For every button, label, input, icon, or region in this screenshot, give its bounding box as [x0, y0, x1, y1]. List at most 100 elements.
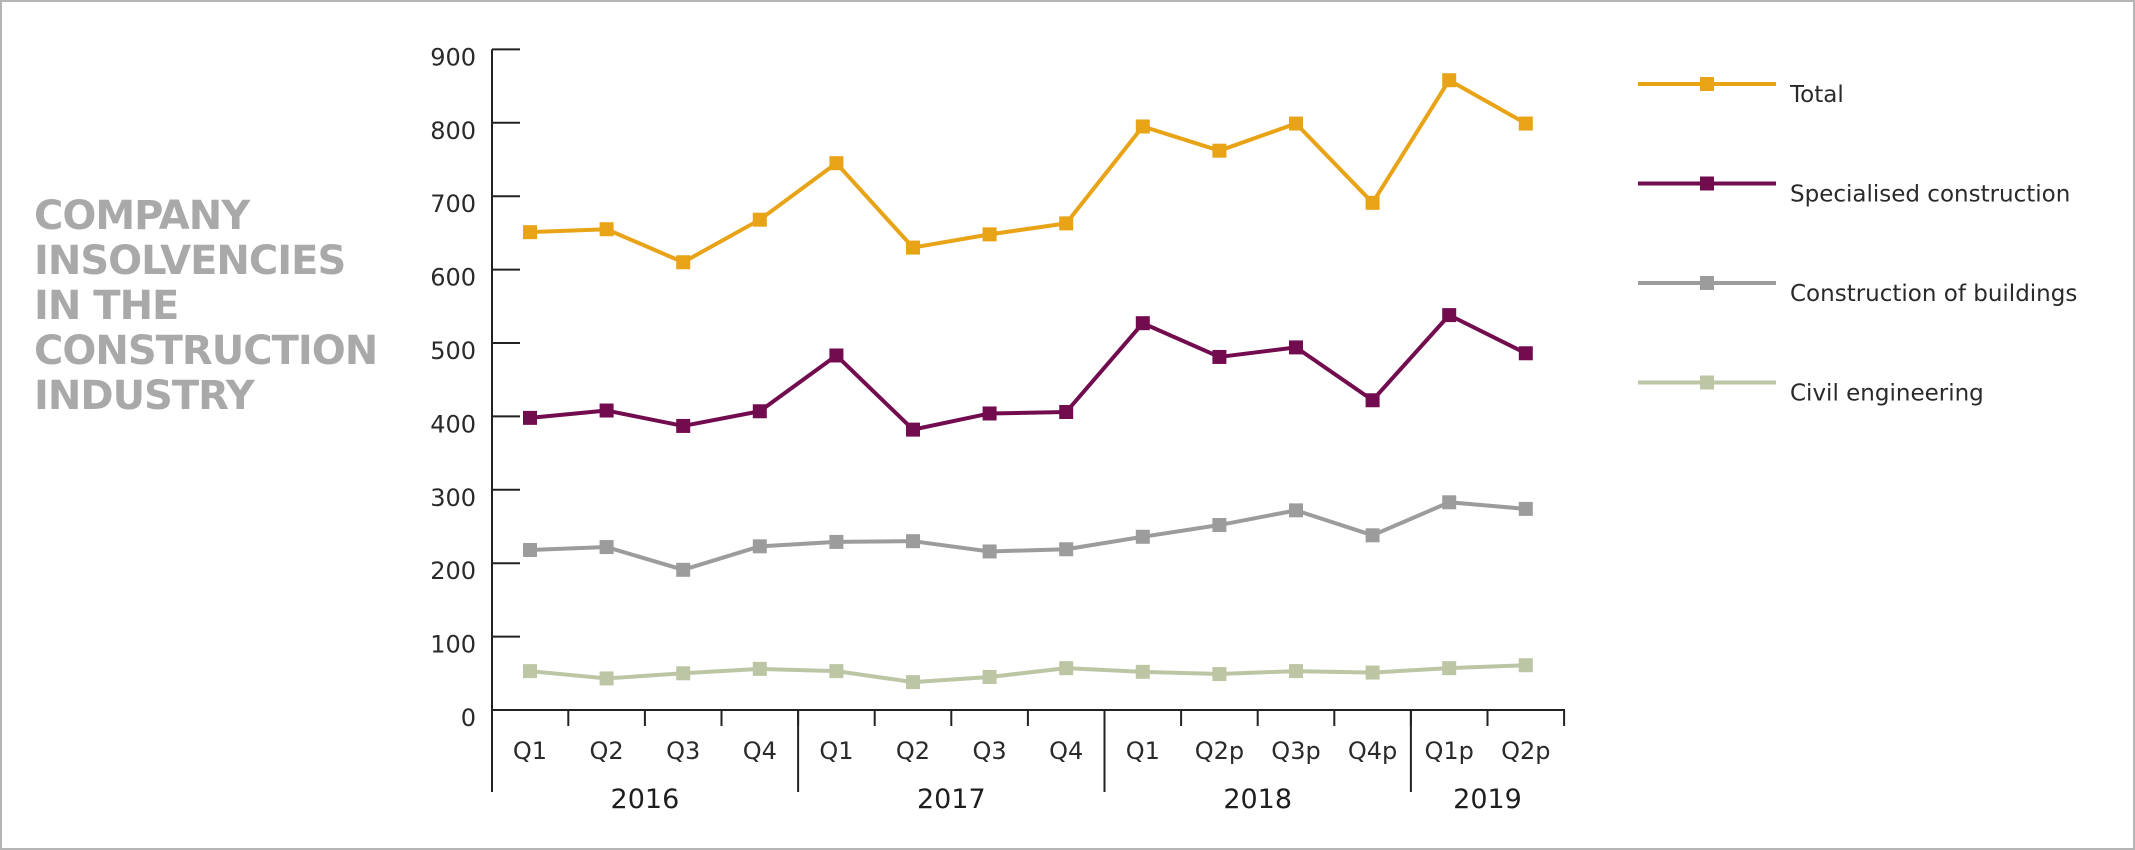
x-tick-label: Q1p [1424, 737, 1473, 765]
data-point [1059, 542, 1074, 557]
legend-marker [1700, 176, 1714, 191]
series-line [529, 78, 1527, 265]
data-point [676, 666, 691, 681]
data-point [1365, 665, 1380, 680]
y-tick-label: 800 [430, 117, 476, 145]
data-point [676, 562, 691, 577]
data-point [1289, 340, 1303, 355]
data-point [982, 227, 997, 242]
x-tick-label: Q3 [666, 737, 700, 765]
legend-marker [1700, 77, 1714, 91]
y-tick-label: 900 [430, 43, 476, 71]
data-point [752, 212, 767, 227]
data-point [982, 544, 997, 559]
x-tick-label: Q1 [1126, 737, 1160, 765]
series-line [529, 500, 1526, 572]
x-tick-label: Q2p [1501, 737, 1550, 765]
data-point [1518, 116, 1533, 131]
data-point [752, 661, 767, 676]
data-point [829, 348, 844, 363]
x-tick-label: Q1 [819, 737, 853, 765]
data-point [1365, 528, 1380, 543]
data-point [1212, 518, 1227, 533]
legend-label: Construction of buildings [1790, 281, 2077, 307]
data-point [1289, 116, 1303, 131]
legend-marker [1700, 375, 1714, 390]
y-tick-label: 600 [430, 264, 476, 292]
data-point [599, 671, 614, 686]
x-tick-label: Q2 [590, 737, 624, 765]
year-label: 2017 [917, 784, 986, 815]
x-tick-label: Q3p [1271, 737, 1320, 765]
data-point [1518, 346, 1533, 361]
data-point [906, 534, 920, 549]
data-point [1365, 393, 1380, 408]
data-point [906, 240, 920, 255]
data-point [829, 534, 844, 549]
data-point [1212, 349, 1227, 364]
data-point [599, 540, 614, 555]
data-point [1518, 658, 1533, 673]
data-point [523, 664, 537, 679]
x-tick-label: Q4 [1049, 737, 1083, 765]
series-line [529, 663, 1526, 685]
data-point [1289, 503, 1303, 518]
data-point [1212, 667, 1227, 682]
data-point [676, 418, 691, 433]
data-point [906, 422, 920, 437]
x-tick-label: Q3 [973, 737, 1007, 765]
data-point [1059, 216, 1074, 231]
data-point [1059, 404, 1074, 419]
x-tick-label: Q4 [743, 737, 777, 765]
data-point [523, 225, 537, 240]
data-point [1518, 501, 1533, 516]
data-point [906, 675, 920, 690]
y-tick-label: 700 [430, 190, 476, 218]
legend-marker [1700, 276, 1714, 290]
data-point [1135, 664, 1150, 679]
data-point [1442, 661, 1457, 676]
y-tick-label: 300 [430, 484, 476, 512]
y-tick-label: 400 [430, 410, 476, 438]
data-point [752, 539, 767, 554]
data-point [599, 403, 614, 418]
data-point [676, 255, 691, 270]
year-label: 2019 [1453, 784, 1522, 815]
data-point [1212, 143, 1227, 158]
x-tick-label: Q4p [1348, 737, 1397, 765]
data-point [829, 156, 844, 171]
data-point [1442, 308, 1457, 323]
data-point [752, 404, 767, 419]
data-point [1135, 119, 1150, 134]
y-tick-label: 100 [430, 631, 476, 659]
chart-title-line: INSOLVENCIES [34, 238, 346, 284]
x-tick-label: Q2p [1195, 737, 1244, 765]
chart-title: COMPANY INSOLVENCIES IN THE CONSTRUCTION… [34, 193, 378, 419]
data-point [1442, 73, 1457, 88]
data-point [1365, 195, 1380, 210]
legend-label: Civil engineering [1790, 381, 1984, 407]
chart-title-line: COMPANY [34, 193, 250, 239]
y-tick-label: 500 [430, 337, 476, 365]
legend-label: Total [1789, 82, 1844, 108]
year-label: 2016 [611, 784, 680, 815]
data-point [1135, 316, 1150, 331]
data-point [523, 542, 537, 557]
year-label: 2018 [1223, 784, 1292, 815]
data-point [1059, 661, 1074, 676]
legend-label: Specialised construction [1790, 182, 2070, 208]
series-line [529, 313, 1527, 432]
chart-title-line: CONSTRUCTION [34, 328, 378, 374]
x-tick-label: Q1 [513, 737, 547, 765]
chart-title-line: IN THE [34, 283, 179, 329]
x-tick-label: Q2 [896, 737, 930, 765]
data-point [1289, 664, 1303, 679]
chart-title-line: INDUSTRY [34, 373, 255, 419]
data-point [523, 410, 537, 425]
data-point [982, 669, 997, 684]
data-point [829, 664, 844, 679]
data-point [1135, 529, 1150, 544]
data-point [599, 222, 614, 237]
